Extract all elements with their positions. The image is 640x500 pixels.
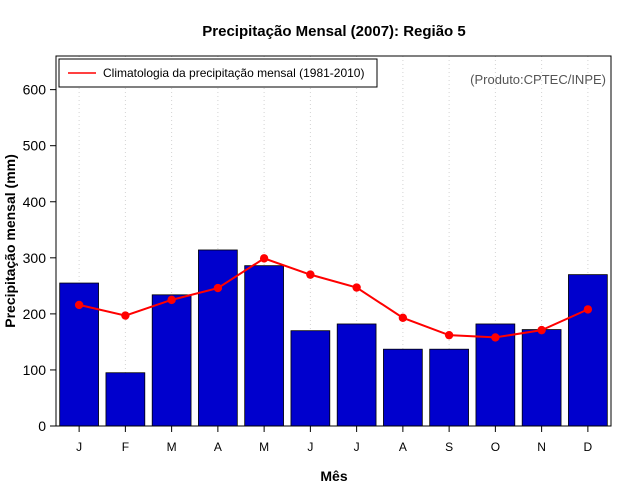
x-tick-label: S (445, 440, 453, 454)
line-layer (74, 254, 593, 342)
credit-text: (Produto:CPTEC/INPE) (470, 72, 606, 87)
data-point (213, 283, 223, 293)
x-tick-label: M (259, 440, 269, 454)
bar (429, 348, 469, 427)
x-axis-title: Mês (320, 468, 347, 484)
bar (244, 265, 284, 427)
legend-label-climatologia: Climatologia da precipitação mensal (198… (103, 66, 364, 80)
x-tick-label: J (76, 440, 82, 454)
bars-layer (59, 249, 608, 427)
y-axis-title: Precipitação mensal (mm) (2, 154, 18, 328)
data-point (167, 295, 176, 305)
y-tick-label: 600 (23, 82, 47, 98)
series-line-climatologia (78, 257, 589, 339)
x-tick-label: F (122, 440, 129, 454)
plot-frame (55, 55, 612, 427)
chart-title: Precipitação Mensal (2007): Região 5 (202, 23, 465, 40)
bar (290, 330, 331, 427)
data-point (537, 325, 546, 335)
bar (151, 294, 192, 427)
legend: Climatologia da precipitação mensal (198… (58, 58, 378, 88)
bar (568, 274, 608, 427)
y-tick-label: 400 (23, 194, 47, 210)
data-point (352, 283, 361, 292)
data-point (583, 305, 593, 314)
y-tick-label: 100 (23, 362, 47, 378)
data-point (398, 313, 408, 323)
bar (521, 329, 562, 427)
x-tick-label: N (537, 440, 546, 454)
y-tick-label: 200 (23, 306, 47, 322)
x-tick-label: J (354, 440, 360, 454)
data-point (259, 254, 269, 263)
data-point (74, 300, 84, 310)
y-axis: 0 100 200 300 400 500 600 (23, 82, 56, 434)
y-tick-label: 300 (23, 250, 47, 266)
x-tick-label: O (491, 440, 500, 454)
x-tick-label: J (307, 440, 313, 454)
bar (383, 348, 423, 427)
x-tick-label: M (167, 440, 177, 454)
data-point (121, 311, 130, 320)
x-tick-label: A (399, 440, 407, 454)
bar (105, 372, 146, 427)
data-point (306, 270, 315, 279)
x-tick-label: A (214, 440, 222, 454)
data-point (491, 333, 500, 342)
legend-box (58, 58, 378, 88)
y-tick-label: 500 (23, 138, 47, 154)
bar (336, 323, 377, 427)
data-point (444, 330, 454, 340)
bar (198, 249, 238, 427)
y-tick-label: 0 (38, 418, 46, 434)
x-tick-label: D (584, 440, 593, 454)
